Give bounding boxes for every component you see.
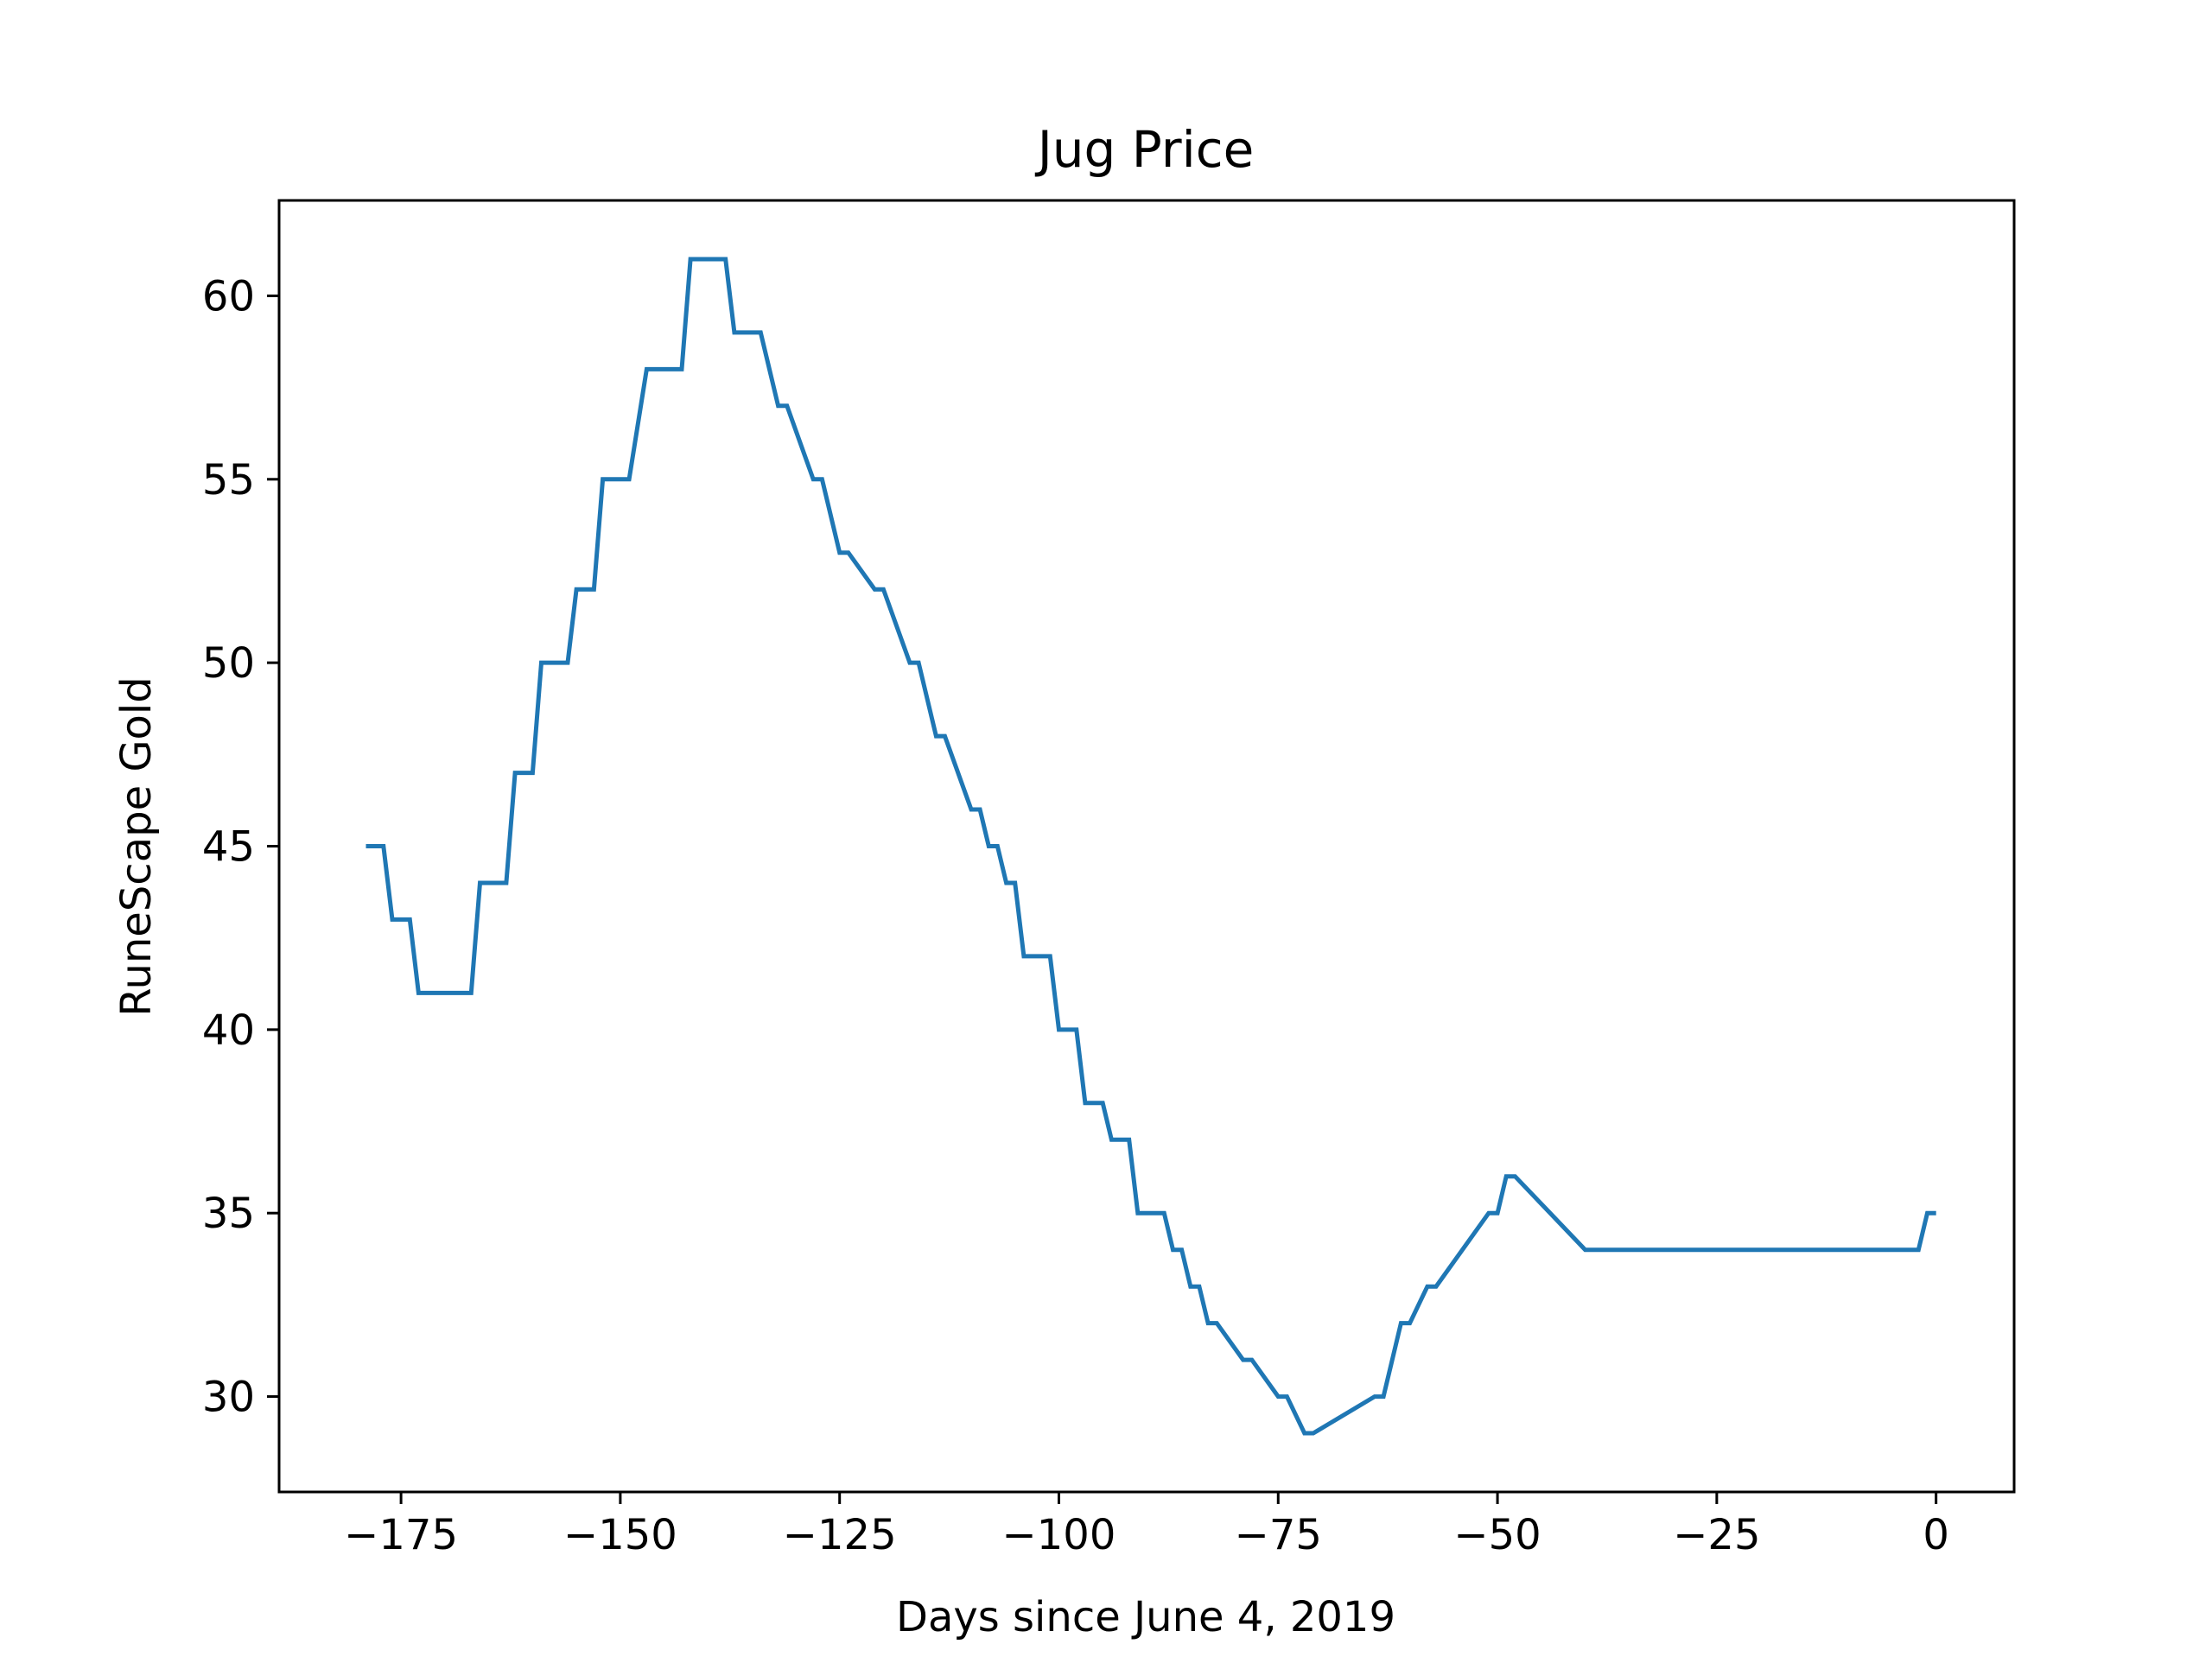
y-tick-label: 35 (202, 1190, 255, 1238)
x-tick-label: −25 (1673, 1511, 1760, 1559)
x-axis: −175 −150 −125 −100 −75 −50 −25 0 (344, 1492, 1949, 1559)
price-series-line (365, 257, 1936, 1436)
x-tick-label: −75 (1235, 1511, 1322, 1559)
x-axis-label: Days since June 4, 2019 (896, 1593, 1395, 1641)
data-layer (365, 257, 1936, 1436)
y-tick-label: 55 (202, 456, 255, 505)
x-tick-label: −100 (1002, 1511, 1116, 1559)
y-tick-label: 45 (202, 823, 255, 872)
y-axis: 30 35 40 45 50 55 60 (202, 272, 279, 1422)
y-axis-label: RuneScape Gold (112, 676, 161, 1016)
y-tick-label: 30 (202, 1374, 255, 1422)
y-tick-label: 50 (202, 639, 255, 688)
x-tick-label: −175 (344, 1511, 458, 1559)
x-tick-label: −125 (783, 1511, 897, 1559)
chart-title: Jug Price (1035, 120, 1255, 179)
y-tick-label: 40 (202, 1006, 255, 1055)
x-tick-label: −150 (563, 1511, 677, 1559)
x-tick-label: 0 (1923, 1511, 1949, 1559)
y-tick-label: 60 (202, 272, 255, 321)
x-tick-label: −50 (1453, 1511, 1541, 1559)
